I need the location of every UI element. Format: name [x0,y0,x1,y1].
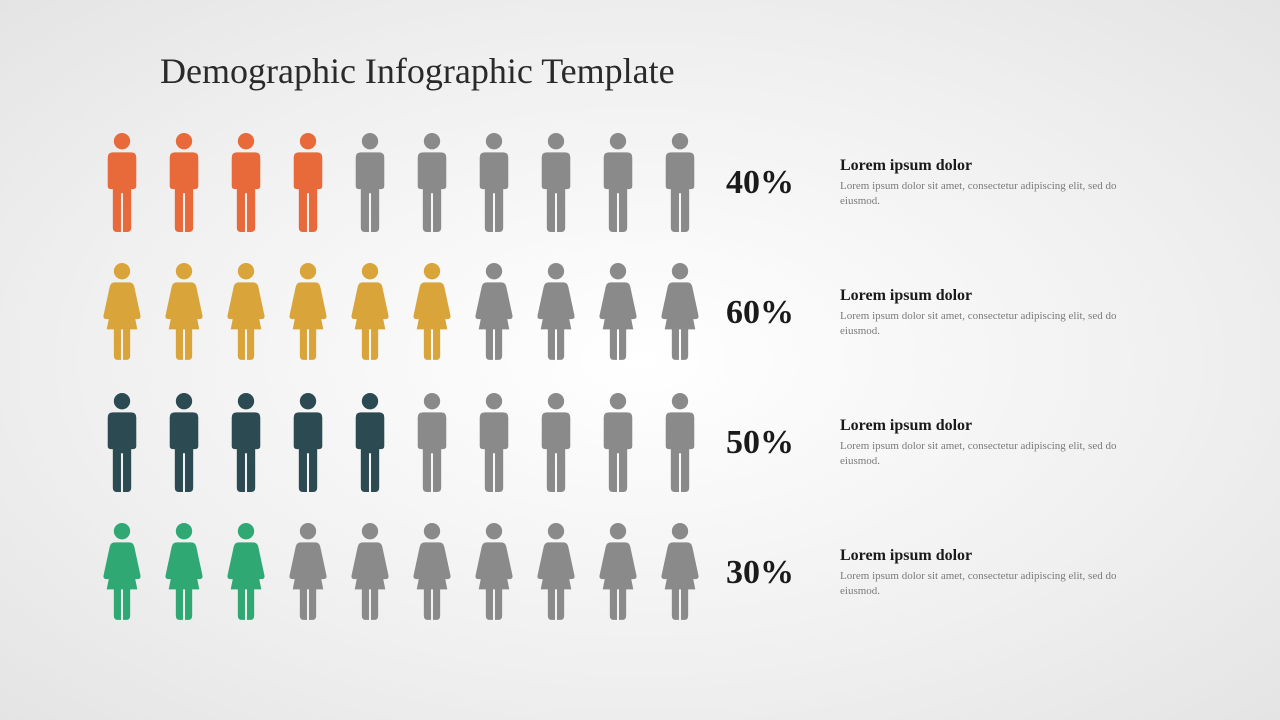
person-female-icon [100,262,144,364]
person-male-icon [162,392,206,494]
people-group [100,132,702,234]
person-male-icon [472,132,516,234]
person-female-icon [472,262,516,364]
demographic-row: 40% Lorem ipsum dolor Lorem ipsum dolor si… [100,132,1210,234]
percent-value: 30% [726,554,816,592]
person-male-icon [224,392,268,494]
people-group [100,522,702,624]
person-female-icon [596,262,640,364]
person-female-icon [224,262,268,364]
person-male-icon [534,392,578,494]
person-female-icon [100,522,144,624]
person-female-icon [348,522,392,624]
person-female-icon [534,522,578,624]
person-male-icon [286,132,330,234]
person-female-icon [658,262,702,364]
row-body: Lorem ipsum dolor sit amet, consectetur … [840,179,1150,210]
demographic-row: 30% Lorem ipsum dolor Lorem ipsum dolor si… [100,522,1210,624]
person-male-icon [658,132,702,234]
person-male-icon [596,392,640,494]
slide: Demographic Infographic Template 40% Lore… [0,0,1280,720]
person-male-icon [100,392,144,494]
person-female-icon [534,262,578,364]
percent-value: 40% [726,164,816,202]
person-female-icon [162,262,206,364]
person-male-icon [348,132,392,234]
person-male-icon [472,392,516,494]
text-block: Lorem ipsum dolor Lorem ipsum dolor sit a… [840,417,1150,470]
text-block: Lorem ipsum dolor Lorem ipsum dolor sit a… [840,287,1150,340]
row-heading: Lorem ipsum dolor [840,157,1150,175]
row-body: Lorem ipsum dolor sit amet, consectetur … [840,309,1150,340]
person-female-icon [658,522,702,624]
text-block: Lorem ipsum dolor Lorem ipsum dolor sit a… [840,547,1150,600]
demographic-row: 60% Lorem ipsum dolor Lorem ipsum dolor si… [100,262,1210,364]
person-female-icon [286,262,330,364]
person-female-icon [348,262,392,364]
person-male-icon [534,132,578,234]
person-male-icon [410,132,454,234]
person-female-icon [286,522,330,624]
percent-value: 50% [726,424,816,462]
person-female-icon [410,522,454,624]
person-male-icon [596,132,640,234]
row-heading: Lorem ipsum dolor [840,547,1150,565]
person-male-icon [658,392,702,494]
person-female-icon [472,522,516,624]
page-title: Demographic Infographic Template [160,50,1210,92]
row-body: Lorem ipsum dolor sit amet, consectetur … [840,569,1150,600]
row-heading: Lorem ipsum dolor [840,287,1150,305]
person-male-icon [224,132,268,234]
person-male-icon [286,392,330,494]
person-female-icon [224,522,268,624]
row-heading: Lorem ipsum dolor [840,417,1150,435]
person-female-icon [596,522,640,624]
person-male-icon [100,132,144,234]
rows-container: 40% Lorem ipsum dolor Lorem ipsum dolor si… [100,132,1210,624]
person-male-icon [410,392,454,494]
person-female-icon [162,522,206,624]
demographic-row: 50% Lorem ipsum dolor Lorem ipsum dolor si… [100,392,1210,494]
person-male-icon [162,132,206,234]
percent-value: 60% [726,294,816,332]
people-group [100,262,702,364]
people-group [100,392,702,494]
person-male-icon [348,392,392,494]
person-female-icon [410,262,454,364]
row-body: Lorem ipsum dolor sit amet, consectetur … [840,439,1150,470]
text-block: Lorem ipsum dolor Lorem ipsum dolor sit a… [840,157,1150,210]
